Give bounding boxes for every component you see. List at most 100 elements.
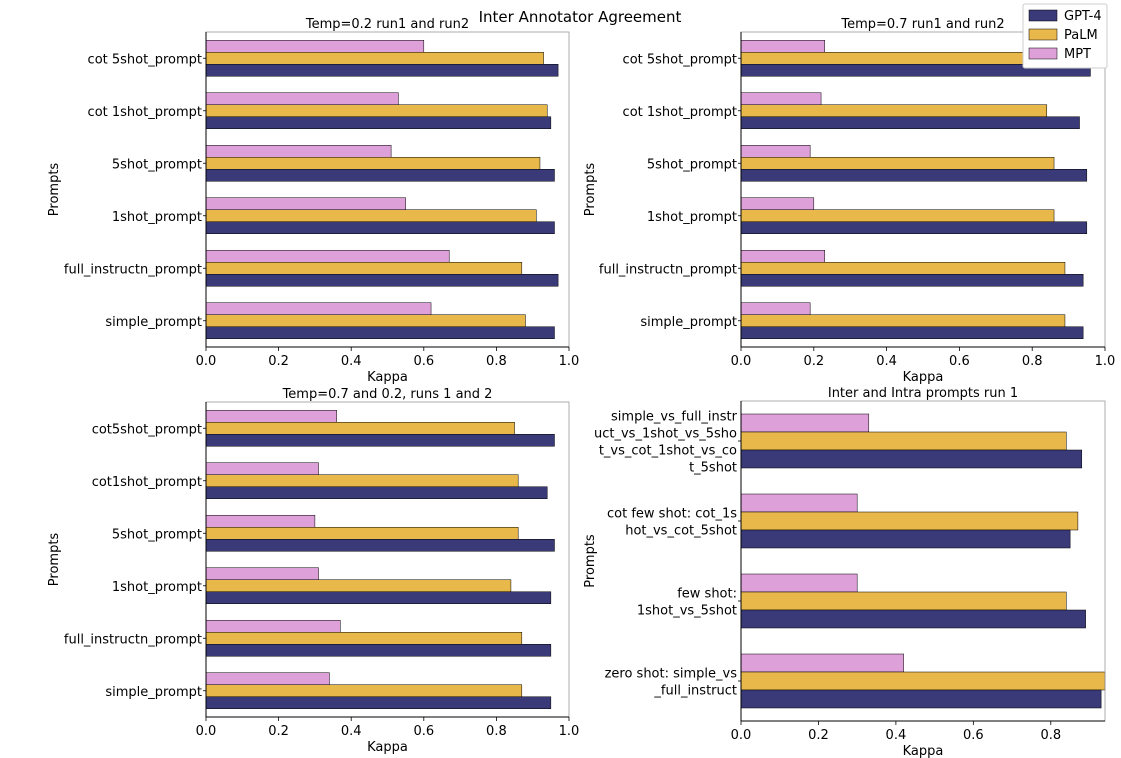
category-label: full_instructn_prompt bbox=[599, 262, 737, 277]
panel-temp-0-2: Temp=0.2 run1 and run2 cot 5shot_promptco… bbox=[47, 17, 579, 385]
bar-palm bbox=[205, 684, 523, 697]
bar-gpt-4 bbox=[205, 274, 559, 287]
x-tick-label: 0.6 bbox=[963, 728, 984, 743]
bar-gpt-4 bbox=[205, 591, 552, 604]
bar-gpt-4 bbox=[740, 689, 1102, 709]
y-axis-label: Prompts bbox=[583, 163, 598, 217]
x-tick-label: 0.0 bbox=[731, 728, 752, 743]
bar-mpt bbox=[205, 410, 337, 423]
category-label: cot 5shot_prompt bbox=[88, 52, 202, 67]
bar-gpt-4 bbox=[740, 116, 1080, 129]
category-label: simple_prompt bbox=[640, 315, 737, 330]
legend-swatch bbox=[1028, 47, 1058, 60]
category-label: cot5shot_prompt bbox=[92, 422, 202, 437]
bar-mpt bbox=[205, 145, 392, 158]
bar-mpt bbox=[740, 92, 822, 105]
bar-mpt bbox=[205, 197, 406, 210]
bar-mpt bbox=[740, 197, 815, 210]
x-tick-label: 1.0 bbox=[559, 724, 580, 739]
bar-mpt bbox=[205, 462, 319, 475]
category-label: zero shot: simple_vs _full_instruct bbox=[605, 667, 738, 699]
bar-mpt bbox=[205, 567, 319, 580]
bar-mpt bbox=[205, 40, 425, 53]
category-label: simple_vs_full_instr uct_vs_1shot_vs_5sho… bbox=[594, 410, 738, 476]
bar-gpt-4 bbox=[205, 221, 555, 234]
x-tick-label: 0.4 bbox=[886, 728, 907, 743]
category-label: 1shot_prompt bbox=[647, 210, 737, 225]
bar-palm bbox=[205, 474, 519, 487]
bar-palm bbox=[740, 431, 1067, 451]
bar-mpt bbox=[205, 515, 316, 528]
x-tick-label: 0.2 bbox=[268, 724, 289, 739]
bar-mpt bbox=[205, 250, 450, 263]
plot-frame bbox=[205, 31, 570, 348]
bar-mpt bbox=[740, 302, 811, 315]
bar-palm bbox=[205, 52, 544, 65]
x-tick-label: 1.0 bbox=[1095, 354, 1116, 369]
legend-label: MPT bbox=[1064, 47, 1091, 62]
category-label: 5shot_prompt bbox=[112, 527, 202, 542]
bar-gpt-4 bbox=[740, 221, 1088, 234]
bar-palm bbox=[205, 104, 548, 117]
bar-gpt-4 bbox=[740, 169, 1088, 182]
bar-gpt-4 bbox=[740, 529, 1071, 549]
bar-palm bbox=[740, 511, 1079, 531]
plot-frame bbox=[740, 31, 1106, 348]
bar-palm bbox=[740, 209, 1055, 222]
legend: GPT-4 PaLM MPT bbox=[1022, 3, 1108, 69]
bar-mpt bbox=[205, 92, 399, 105]
bar-gpt-4 bbox=[205, 644, 552, 657]
x-tick-label: 0.4 bbox=[876, 354, 897, 369]
category-label: 5shot_prompt bbox=[112, 157, 202, 172]
x-tick-label: 1.0 bbox=[559, 354, 580, 369]
bar-palm bbox=[205, 157, 541, 170]
panel-title: Temp=0.7 and 0.2, runs 1 and 2 bbox=[282, 387, 493, 402]
bar-mpt bbox=[740, 653, 904, 673]
bar-palm bbox=[740, 262, 1066, 275]
x-tick-label: 0.0 bbox=[731, 354, 752, 369]
bar-gpt-4 bbox=[205, 696, 552, 709]
bar-palm bbox=[205, 632, 523, 645]
panel-temp-0-7: Temp=0.7 run1 and run2 cot 5shot_promptco… bbox=[583, 17, 1115, 385]
panel-title: Temp=0.7 run1 and run2 bbox=[840, 17, 1004, 32]
x-tick-label: 0.2 bbox=[268, 354, 289, 369]
bar-gpt-4 bbox=[205, 64, 559, 77]
x-tick-label: 0.0 bbox=[196, 354, 217, 369]
bar-palm bbox=[740, 157, 1055, 170]
bar-gpt-4 bbox=[205, 116, 552, 129]
category-label: cot 1shot_prompt bbox=[623, 105, 737, 120]
category-label: full_instructn_prompt bbox=[64, 632, 202, 647]
x-tick-label: 0.8 bbox=[1022, 354, 1043, 369]
bar-gpt-4 bbox=[205, 326, 555, 339]
y-axis-label: Prompts bbox=[47, 163, 62, 217]
bar-gpt-4 bbox=[205, 169, 555, 182]
x-axis-label: Kappa bbox=[903, 744, 944, 758]
bar-gpt-4 bbox=[205, 486, 548, 499]
bar-palm bbox=[740, 314, 1066, 327]
bar-mpt bbox=[205, 620, 341, 633]
category-label: cot 5shot_prompt bbox=[623, 52, 737, 67]
bar-mpt bbox=[740, 573, 858, 593]
panel-inter-intra: Inter and Intra prompts run 1 simple_vs_f… bbox=[583, 386, 1106, 758]
bar-mpt bbox=[205, 672, 330, 685]
x-tick-label: 0.8 bbox=[1040, 728, 1061, 743]
category-label: simple_prompt bbox=[105, 315, 202, 330]
bar-palm bbox=[205, 422, 515, 435]
bar-palm bbox=[205, 579, 512, 592]
bar-gpt-4 bbox=[740, 274, 1084, 287]
panel-title: Temp=0.2 run1 and run2 bbox=[305, 17, 469, 32]
legend-swatch bbox=[1028, 9, 1058, 22]
bar-palm bbox=[205, 209, 537, 222]
bar-mpt bbox=[205, 302, 432, 315]
bar-gpt-4 bbox=[740, 609, 1086, 629]
x-tick-label: 0.6 bbox=[413, 724, 434, 739]
x-axis-label: Kappa bbox=[367, 370, 408, 385]
x-tick-label: 0.2 bbox=[808, 728, 829, 743]
category-label: 1shot_prompt bbox=[112, 580, 202, 595]
bar-palm bbox=[205, 527, 519, 540]
y-axis-label: Prompts bbox=[47, 533, 62, 587]
bar-palm bbox=[740, 671, 1106, 691]
category-label: cot1shot_prompt bbox=[92, 475, 202, 490]
bar-gpt-4 bbox=[205, 539, 555, 552]
